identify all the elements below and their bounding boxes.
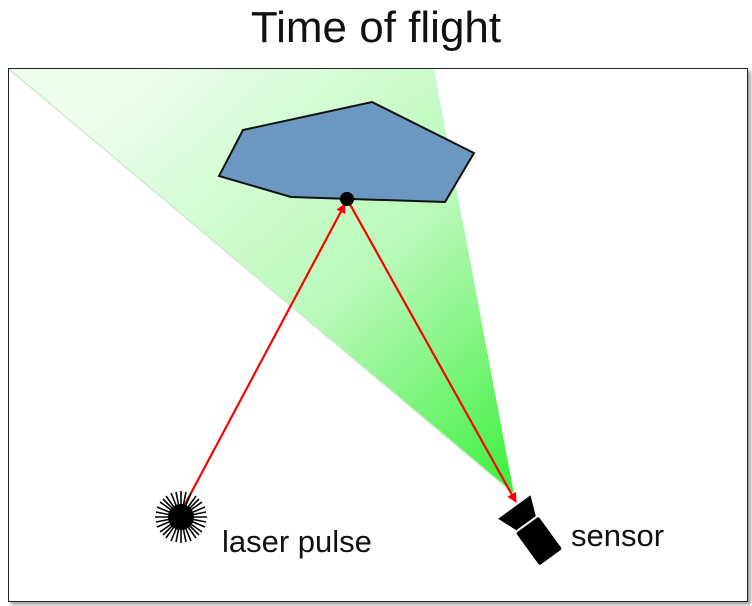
laser-pulse-icon <box>155 491 207 543</box>
reflected-ray-arrow <box>346 198 517 503</box>
diagram-canvas <box>9 69 562 565</box>
diagram-title: Time of flight <box>250 3 502 52</box>
sensor-label: sensor <box>571 518 665 553</box>
field-of-view-edge <box>9 69 515 495</box>
target-object <box>217 100 476 204</box>
sensor-camera-icon <box>498 495 562 565</box>
laser-pulse-label: laser pulse <box>222 524 372 559</box>
reflection-point <box>340 192 354 206</box>
diagram-frame: laser pulse sensor <box>8 68 748 602</box>
emitted-ray-arrow <box>181 203 346 511</box>
